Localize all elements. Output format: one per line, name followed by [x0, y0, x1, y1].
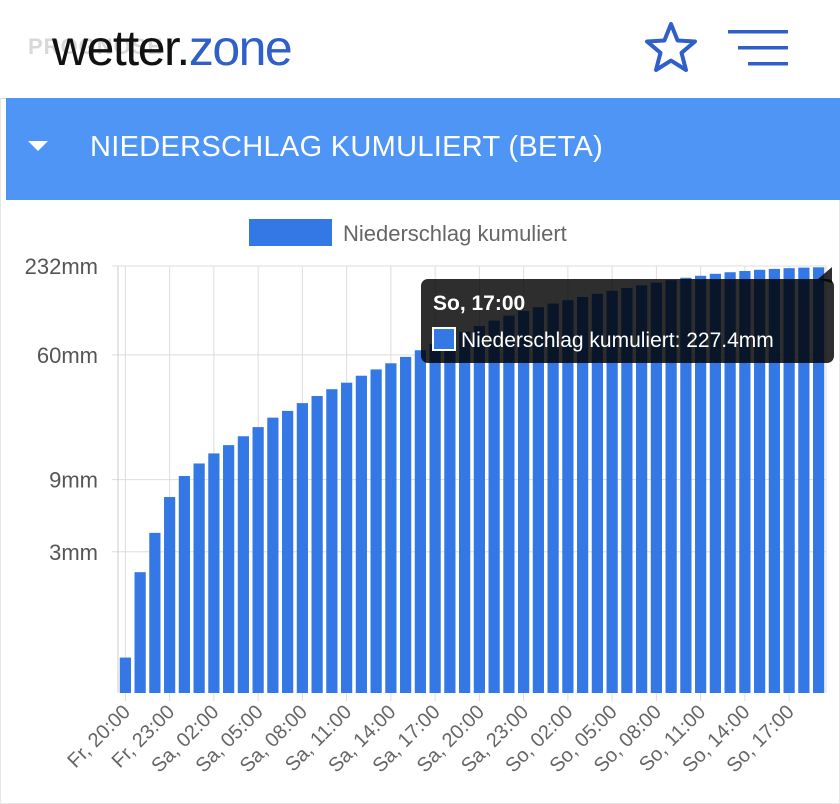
- bar: [547, 303, 559, 693]
- bar: [518, 310, 530, 693]
- bar: [724, 272, 736, 693]
- bar: [178, 476, 190, 693]
- bar: [695, 275, 707, 693]
- top-bar: PROGNOSE wetter.zone: [0, 0, 840, 99]
- bar: [355, 375, 367, 693]
- hamburger-menu-icon: [728, 30, 788, 66]
- bar: [267, 417, 279, 693]
- bar: [164, 497, 176, 693]
- bar: [606, 290, 618, 693]
- bar: [149, 532, 161, 693]
- bar: [429, 343, 441, 693]
- bar: [237, 436, 249, 693]
- bar: [709, 273, 721, 693]
- bar: [134, 572, 146, 693]
- bar: [813, 267, 825, 693]
- bar: [591, 293, 603, 693]
- bar: [798, 267, 810, 693]
- tooltip-title: So, 17:00: [433, 292, 525, 315]
- bar: [370, 369, 382, 693]
- caret-down-icon: [28, 141, 48, 151]
- tooltip-label: Niederschlag kumuliert: 227.4mm: [461, 329, 774, 352]
- bar: [341, 382, 353, 693]
- menu-button[interactable]: [728, 28, 790, 68]
- tooltip-swatch: [432, 327, 456, 351]
- bar: [414, 350, 426, 693]
- bar: [193, 463, 205, 693]
- bar: [783, 268, 795, 693]
- bar: [503, 315, 515, 693]
- y-tick-label: 232mm: [25, 254, 98, 279]
- bar: [473, 326, 485, 693]
- bar: [385, 363, 397, 693]
- bar: [311, 396, 323, 693]
- bar: [754, 269, 766, 693]
- y-tick-label: 60mm: [37, 343, 98, 368]
- bar: [296, 403, 308, 693]
- site-logo[interactable]: wetter.zone: [52, 18, 293, 78]
- bar: [532, 307, 544, 693]
- bar: [636, 285, 648, 693]
- bar: [739, 271, 751, 693]
- y-tick-label: 3mm: [49, 540, 98, 565]
- logo-part-dot: .: [176, 20, 190, 76]
- bar: [562, 300, 574, 693]
- legend-swatch: [249, 219, 332, 246]
- bar: [768, 268, 780, 693]
- bar: [252, 427, 264, 693]
- bar: [459, 331, 471, 693]
- logo-part-wetter: wetter: [52, 20, 178, 76]
- bar: [650, 282, 662, 693]
- bar: [577, 296, 589, 693]
- logo-part-zone: zone: [188, 20, 293, 76]
- tooltip-pointer: [818, 267, 832, 283]
- bar: [326, 389, 338, 693]
- section-title: NIEDERSCHLAG KUMULIERT (BETA): [90, 131, 604, 163]
- section-header[interactable]: NIEDERSCHLAG KUMULIERT (BETA): [6, 98, 840, 200]
- legend-label: Niederschlag kumuliert: [343, 221, 567, 246]
- bar: [621, 288, 633, 693]
- favorite-button[interactable]: [642, 20, 700, 76]
- bar: [680, 277, 692, 693]
- star-outline-icon: [645, 22, 697, 72]
- y-tick-label: 9mm: [49, 468, 98, 493]
- bar: [488, 320, 500, 693]
- bar: [282, 410, 294, 693]
- tooltip-box: [421, 279, 834, 363]
- bar: [223, 445, 235, 693]
- bar: [400, 356, 412, 693]
- bar: [444, 337, 456, 693]
- bar: [208, 453, 220, 693]
- bar: [119, 657, 131, 693]
- ghost-title: PROGNOSE: [28, 34, 164, 59]
- bar: [665, 280, 677, 693]
